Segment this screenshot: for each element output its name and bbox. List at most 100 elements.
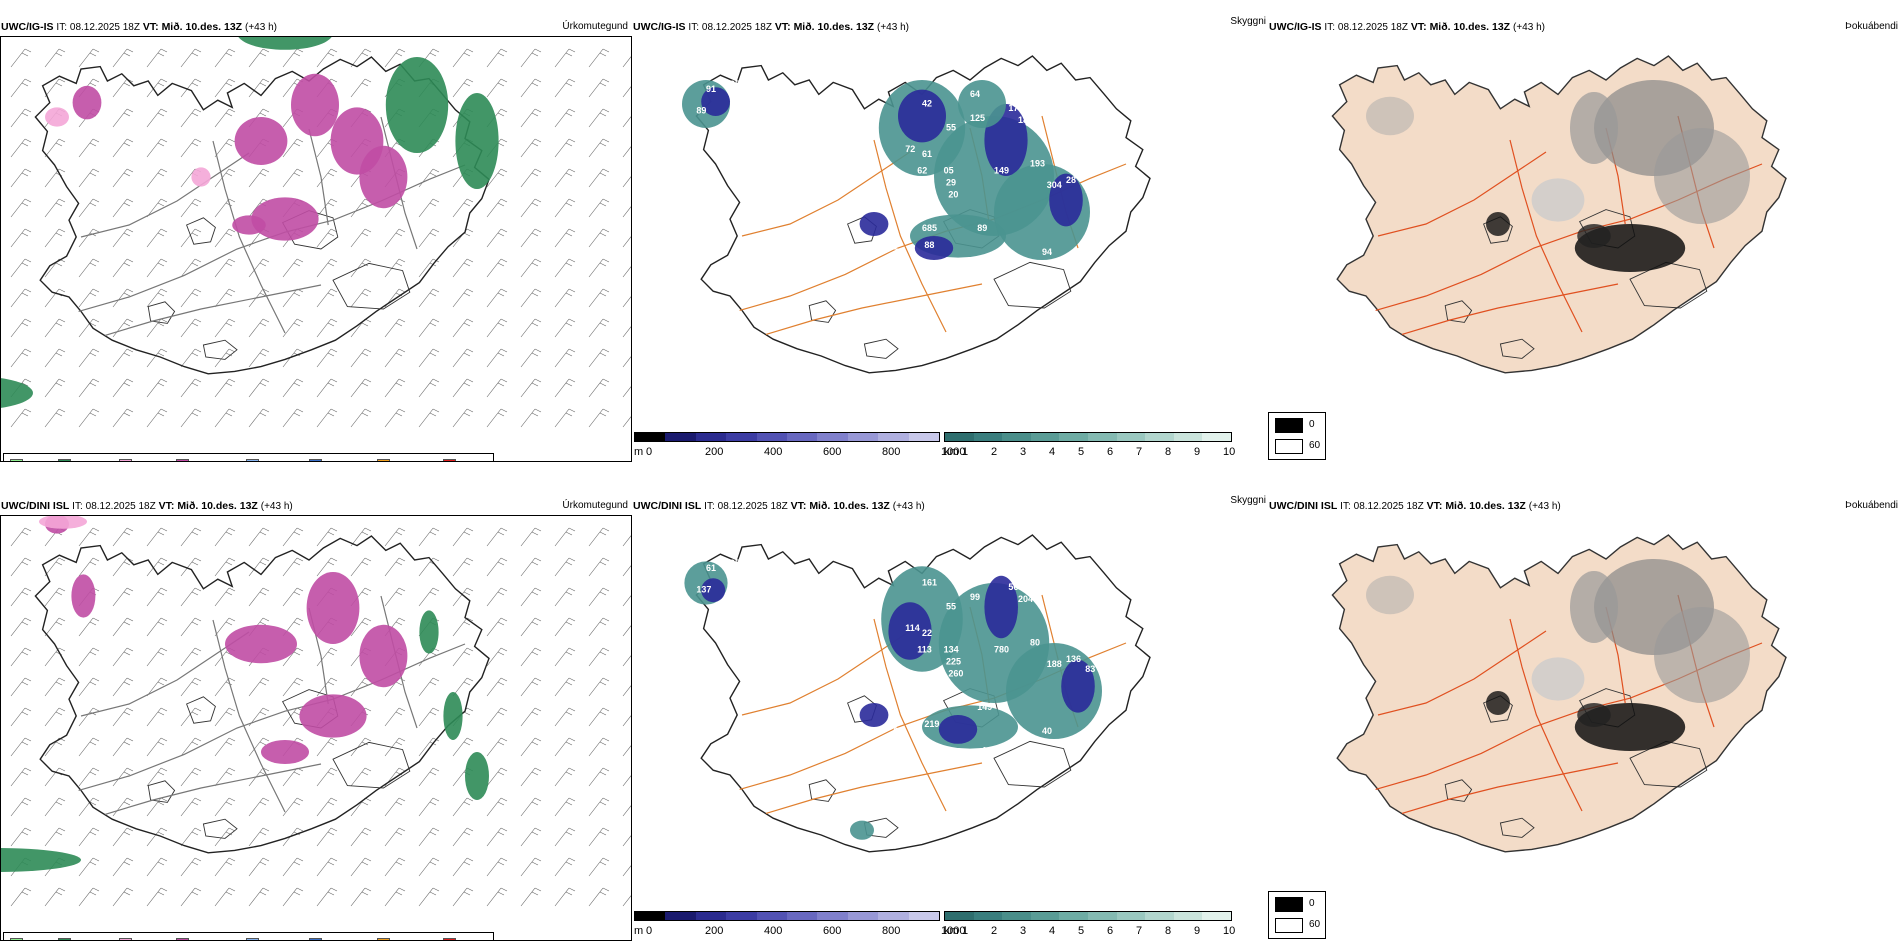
- visibility-value-label: 89: [696, 106, 706, 116]
- precip-legend-item: Haglél: [443, 459, 487, 461]
- vt-label: VT:: [790, 500, 807, 512]
- vis-glacier-outline: [863, 338, 899, 359]
- visibility-value-label: 204: [1018, 594, 1033, 604]
- wind-barb: [486, 228, 508, 248]
- wind-barb: [146, 557, 168, 577]
- wind-barb: [350, 887, 372, 907]
- wind-barb: [282, 887, 304, 907]
- vis-road: [765, 762, 983, 814]
- precip-legend-swatch: [176, 459, 190, 461]
- precip-area: [72, 85, 102, 120]
- visibility-value-label: 188: [936, 750, 951, 760]
- precip-road: [104, 763, 322, 815]
- visibility-value-label: 42: [922, 98, 932, 108]
- wind-barb: [44, 78, 66, 98]
- wind-barb: [78, 707, 100, 727]
- wind-barb: [180, 797, 202, 817]
- wind-barb: [78, 348, 100, 368]
- precip-legend-item: Súld: [10, 459, 46, 461]
- wind-barb: [554, 587, 576, 607]
- wind-barb: [248, 737, 270, 757]
- precip-legend-label: Snæhagl: [395, 939, 431, 940]
- precip-road: [78, 643, 466, 791]
- wind-barb: [180, 318, 202, 338]
- wind-barb: [282, 527, 304, 547]
- wind-barb: [78, 378, 100, 398]
- wind-barb: [350, 198, 372, 218]
- wind-barb: [78, 677, 100, 697]
- wind-barb: [486, 288, 508, 308]
- precip-legend-item: Frostúði: [246, 938, 297, 940]
- precip-legend-swatch: [58, 459, 72, 461]
- precip-glacier-outline: [332, 262, 411, 310]
- vis-scale-km-tick: 3: [1020, 446, 1027, 458]
- wind-barb: [112, 617, 134, 637]
- fog-area: [1531, 657, 1585, 701]
- precip-legend-swatch: [443, 459, 457, 461]
- wind-barb: [384, 48, 406, 68]
- wind-barb: [316, 48, 338, 68]
- wind-barb: [146, 138, 168, 158]
- visibility-value-label: 93: [936, 271, 946, 281]
- vis-scale-m-tick: 1000: [941, 446, 966, 458]
- lead-time: (+43 h): [877, 22, 909, 33]
- vis-scale-km-tick: 2: [991, 925, 998, 937]
- wind-barb: [78, 617, 100, 637]
- wind-barb: [554, 228, 576, 248]
- precip-road: [80, 152, 250, 238]
- wind-barb: [44, 587, 66, 607]
- wind-barb: [10, 108, 32, 128]
- wind-barb: [520, 797, 542, 817]
- vis-scale-m-step: [817, 433, 848, 441]
- precip-legend-label: Slydda: [137, 939, 165, 940]
- lead-time: (+43 h): [260, 501, 293, 512]
- wind-barb: [146, 677, 168, 697]
- precip-legend-item: Haglél: [443, 938, 487, 940]
- precip-legend-label: Súld: [28, 460, 46, 461]
- vt-value: Mið. 10.des. 13Z: [793, 21, 875, 33]
- wind-barb: [418, 408, 440, 428]
- vis-scale-km-tick: 4: [1049, 925, 1056, 937]
- wind-barb: [588, 168, 610, 188]
- wind-barb: [180, 887, 202, 907]
- vis-scale-km-step: [1087, 433, 1117, 441]
- wind-barb: [452, 288, 474, 308]
- wind-barb: [10, 827, 32, 847]
- wind-barb: [588, 677, 610, 697]
- wind-barb: [452, 647, 474, 667]
- visibility-value-label: 88: [924, 240, 934, 250]
- fog-legend-light-swatch: [1275, 918, 1303, 933]
- wind-barb: [418, 168, 440, 188]
- precip-legend-item: Slydda: [118, 459, 164, 461]
- wind-barb: [10, 557, 32, 577]
- wind-barb: [214, 78, 236, 98]
- wind-barb: [146, 617, 168, 637]
- wind-barb: [78, 797, 100, 817]
- vis-scale-km-tick: 7: [1136, 925, 1143, 937]
- low-visibility-area: [850, 820, 874, 840]
- precip-area: [261, 740, 310, 764]
- vis-glacier-outline: [808, 779, 837, 802]
- it-label: IT:: [688, 22, 699, 33]
- vis-scale-m-bar: [634, 432, 940, 442]
- wind-barb: [622, 595, 631, 607]
- vis-scale-m-step: [756, 912, 788, 920]
- precip-legend-swatch: [246, 459, 260, 461]
- fog-iceland-group: [1331, 534, 1787, 853]
- visibility-value-label: 20: [948, 190, 958, 200]
- low-visibility-area: [859, 212, 889, 237]
- precip-area: [1, 378, 33, 408]
- precip-legend-swatch: [377, 938, 391, 940]
- fog-area: [1654, 607, 1750, 703]
- fog-road: [1401, 762, 1619, 814]
- wind-barb: [248, 318, 270, 338]
- wind-barb: [622, 56, 631, 68]
- wind-barb: [520, 288, 542, 308]
- wind-barb: [112, 198, 134, 218]
- wind-barb: [214, 138, 236, 158]
- wind-barb: [112, 168, 134, 188]
- wind-barb: [112, 797, 134, 817]
- wind-barb: [350, 48, 372, 68]
- wind-barb: [486, 318, 508, 338]
